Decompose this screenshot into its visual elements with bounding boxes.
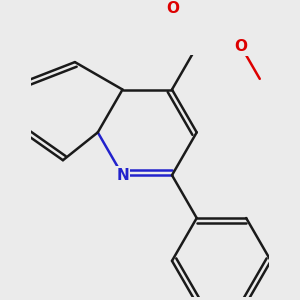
Text: O: O — [235, 39, 248, 54]
Text: N: N — [116, 168, 129, 183]
Text: O: O — [166, 1, 179, 16]
